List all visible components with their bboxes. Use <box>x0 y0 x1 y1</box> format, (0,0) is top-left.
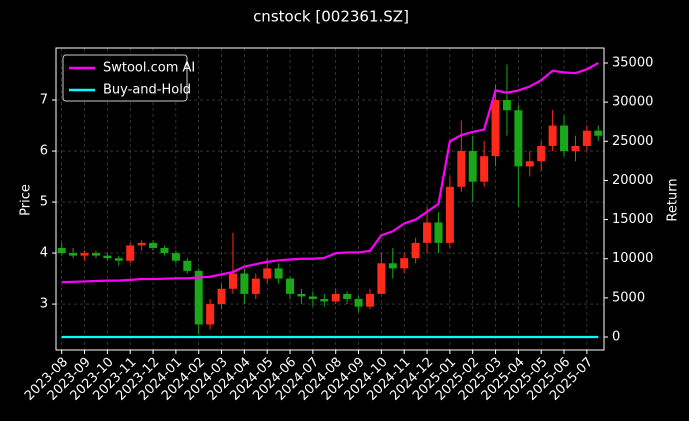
candle-body <box>525 161 534 167</box>
candle-body <box>400 258 409 269</box>
y-tick-label: 6 <box>40 144 48 159</box>
line-series <box>61 62 599 284</box>
candle-body <box>80 253 89 256</box>
y2-tick-label: 30000 <box>612 95 653 110</box>
y2-tick-label: 0 <box>612 330 620 345</box>
candle-body <box>537 145 546 162</box>
y2-tick-label: 15000 <box>612 212 653 227</box>
y-tick-label: 5 <box>40 195 48 210</box>
y2-axis-label: Return <box>666 178 681 221</box>
candle-body <box>251 278 260 294</box>
candle-body <box>91 253 100 256</box>
candle-body <box>343 293 352 299</box>
candle-body <box>103 255 112 259</box>
candle-body <box>286 278 295 294</box>
candle-body <box>274 268 283 279</box>
candle-body <box>548 125 557 146</box>
y2-tick-label: 25000 <box>612 134 653 149</box>
candle-body <box>171 253 180 261</box>
candle-body <box>365 293 374 307</box>
candle-body <box>228 273 237 289</box>
candle-body <box>320 298 329 302</box>
candle-body <box>160 247 169 254</box>
y-tick-label: 4 <box>40 246 48 261</box>
candle-body <box>468 151 477 182</box>
y2-tick-label: 20000 <box>612 173 653 188</box>
candle-body <box>457 151 466 187</box>
y2-tick-label: 5000 <box>612 290 645 305</box>
candle-body <box>354 298 363 307</box>
candle-body <box>206 304 215 325</box>
chart-title: cnstock [002361.SZ] <box>253 8 409 26</box>
candle-body <box>183 260 192 271</box>
candle-body <box>582 130 591 146</box>
candle-body <box>411 242 420 259</box>
legend-label: Swtool.com AI <box>103 61 195 76</box>
y2-tick-label: 10000 <box>612 251 653 266</box>
candle-body <box>445 186 454 243</box>
plot-area <box>56 48 604 350</box>
candle-body <box>240 273 249 294</box>
candle-body <box>502 100 511 111</box>
candle-body <box>331 293 340 302</box>
y2-tick-label: 35000 <box>612 55 653 70</box>
candle-body <box>137 242 146 246</box>
candle-body <box>297 293 306 297</box>
candle-body <box>571 145 580 152</box>
plot-frame <box>55 47 605 351</box>
candle-body <box>423 222 432 243</box>
candle-body <box>388 263 397 269</box>
candle-body <box>69 253 78 256</box>
candle-body <box>594 130 603 136</box>
candle-body <box>434 222 443 243</box>
candle-body <box>514 110 523 167</box>
candle-body <box>194 270 203 325</box>
y-tick-label: 3 <box>40 297 48 312</box>
y-tick-label: 7 <box>40 93 48 108</box>
candle-body <box>149 242 158 248</box>
candle-body <box>560 125 569 152</box>
candle-body <box>308 296 317 299</box>
candle-body <box>491 100 500 157</box>
candle-body <box>217 288 226 305</box>
candle-body <box>126 245 135 261</box>
candle-body <box>377 263 386 294</box>
legend-label: Buy-and-Hold <box>103 83 191 98</box>
candle-body <box>263 268 272 279</box>
y-axis-label: Price <box>19 184 34 216</box>
candle-body <box>114 258 123 261</box>
candle-body <box>480 156 489 182</box>
candle-body <box>57 247 66 254</box>
